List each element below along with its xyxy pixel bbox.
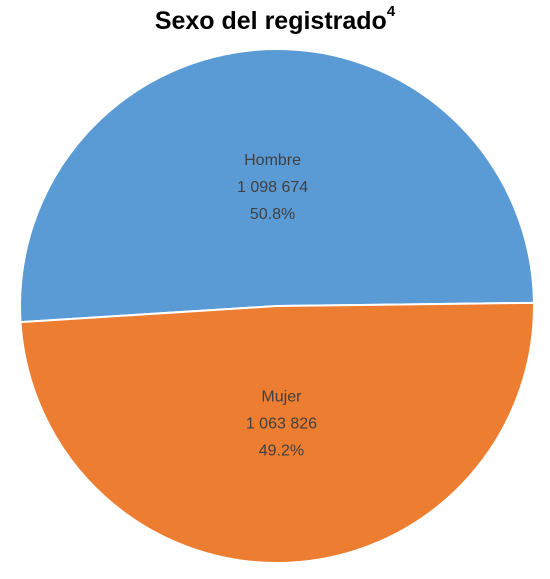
pie-slice: [19, 48, 535, 324]
chart-title: Sexo del registrado4: [155, 3, 396, 35]
slice-value: 1 098 674: [237, 179, 308, 196]
pie-slice: [19, 301, 535, 564]
slice-percent: 49.2%: [259, 442, 304, 459]
slice-category: Hombre: [244, 152, 301, 169]
slice-category: Mujer: [261, 388, 302, 405]
slice-value: 1 063 826: [246, 415, 317, 432]
title-text: Sexo del registrado: [155, 7, 387, 35]
slice-percent: 50.8%: [250, 206, 295, 223]
title-superscript: 4: [387, 3, 396, 20]
